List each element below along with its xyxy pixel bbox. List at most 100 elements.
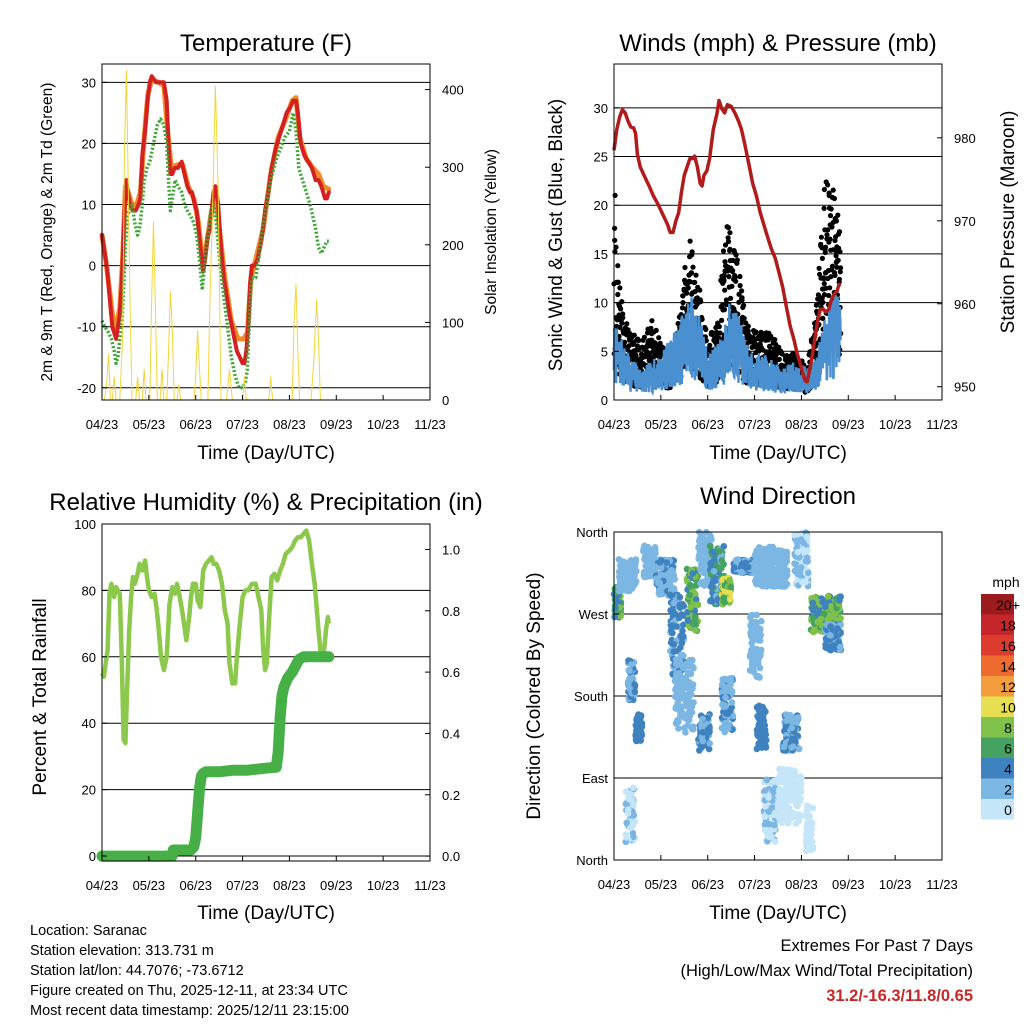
gust-point xyxy=(725,238,732,245)
direction-point xyxy=(616,557,624,564)
info-elevation: Station elevation: 313.731 m xyxy=(30,943,214,959)
x-tick-label: 09/23 xyxy=(320,417,353,432)
gust-point xyxy=(719,302,725,309)
gust-point xyxy=(828,206,834,212)
gust-point xyxy=(732,274,738,280)
direction-point xyxy=(692,601,700,609)
gust-point xyxy=(722,259,728,265)
gust-point xyxy=(680,293,686,299)
direction-point xyxy=(704,714,712,722)
wind-direction-points xyxy=(610,528,845,855)
direction-point xyxy=(804,554,811,561)
direction-point xyxy=(683,715,690,723)
gust-point xyxy=(767,344,773,350)
x-tick-label: 10/23 xyxy=(367,878,400,893)
direction-point xyxy=(684,669,692,676)
gust-point xyxy=(838,265,844,271)
direction-point xyxy=(833,632,841,640)
direction-point xyxy=(819,598,826,606)
x-tick-label: 11/23 xyxy=(926,417,958,432)
direction-point xyxy=(720,594,728,602)
x-tick-label: 05/23 xyxy=(133,878,166,893)
colorbar-level-label: 16 xyxy=(1000,638,1016,654)
gust-point xyxy=(649,318,655,324)
direction-point xyxy=(681,696,689,703)
extremes-subtitle: (High/Low/Max Wind/Total Precipitation) xyxy=(680,962,973,980)
direction-point xyxy=(699,722,707,729)
direction-point xyxy=(766,821,773,828)
direction-point xyxy=(663,559,671,566)
direction-point xyxy=(763,776,771,784)
x-tick-label: 06/23 xyxy=(179,417,212,432)
direction-point xyxy=(734,556,742,563)
winds-series xyxy=(611,98,844,397)
gust-point xyxy=(827,213,834,219)
direction-point xyxy=(682,729,689,736)
direction-point xyxy=(690,699,697,706)
direction-point xyxy=(730,564,738,571)
gust-point xyxy=(703,326,709,332)
direction-point xyxy=(749,665,757,673)
colorbar-swatch xyxy=(981,758,1014,779)
wind-direction-title: Wind Direction xyxy=(700,483,856,510)
x-tick-label: 04/23 xyxy=(86,878,119,893)
direction-point xyxy=(744,563,752,571)
extremes-box: Extremes For Past 7 Days (High/Low/Max W… xyxy=(680,934,973,1009)
direction-point xyxy=(817,615,825,623)
direction-point xyxy=(761,826,769,834)
direction-point xyxy=(757,646,765,654)
y-tick-label: North xyxy=(576,525,608,540)
direction-point xyxy=(623,834,630,841)
direction-point xyxy=(786,772,793,780)
direction-point xyxy=(679,686,687,693)
colorbar-swatch xyxy=(981,635,1014,656)
direction-point xyxy=(789,714,797,722)
y-tick-label: 40 xyxy=(82,716,96,731)
direction-point xyxy=(624,581,632,589)
direction-point xyxy=(643,545,651,553)
direction-point xyxy=(798,578,806,585)
y-tick-label: 0 xyxy=(89,259,96,274)
direction-point xyxy=(811,627,818,635)
direction-point xyxy=(803,843,811,851)
info-recent: Most recent data timestamp: 2025/12/11 2… xyxy=(30,1003,349,1019)
gust-point xyxy=(690,264,696,270)
gust-point xyxy=(734,257,740,263)
direction-point xyxy=(658,590,665,597)
direction-point xyxy=(688,656,696,664)
direction-point xyxy=(809,606,817,614)
x-tick-label: 11/23 xyxy=(414,417,446,432)
direction-point xyxy=(778,771,786,778)
colorbar-swatch xyxy=(981,655,1014,676)
direction-point xyxy=(770,788,777,796)
direction-point xyxy=(617,568,624,576)
direction-point xyxy=(677,707,684,714)
direction-point xyxy=(748,611,756,619)
gust-point xyxy=(739,297,745,303)
gust-point xyxy=(829,263,836,269)
x-tick-label: 08/23 xyxy=(785,417,818,432)
gust-point xyxy=(821,186,828,193)
direction-point xyxy=(795,817,802,825)
direction-point xyxy=(814,610,821,617)
direction-point xyxy=(761,581,769,589)
gust-point xyxy=(815,292,822,298)
wind-direction-gridlines xyxy=(614,613,942,779)
direction-point xyxy=(676,593,684,601)
y-tick-label: 0 xyxy=(89,849,96,864)
gust-point xyxy=(625,327,631,333)
y-tick-label: North xyxy=(576,853,608,868)
x-tick-label: 04/23 xyxy=(598,877,631,892)
direction-point xyxy=(781,793,789,800)
direction-point xyxy=(805,569,812,577)
gust-point xyxy=(698,299,704,305)
gust-point xyxy=(721,272,727,278)
direction-point xyxy=(776,549,783,556)
direction-point xyxy=(794,548,802,556)
gust-point xyxy=(776,356,782,362)
y-tick-label: South xyxy=(574,689,608,704)
direction-point xyxy=(678,639,686,647)
y-right-tick-label: 1.0 xyxy=(442,542,460,557)
gust-point xyxy=(656,335,662,341)
direction-point xyxy=(795,745,803,753)
